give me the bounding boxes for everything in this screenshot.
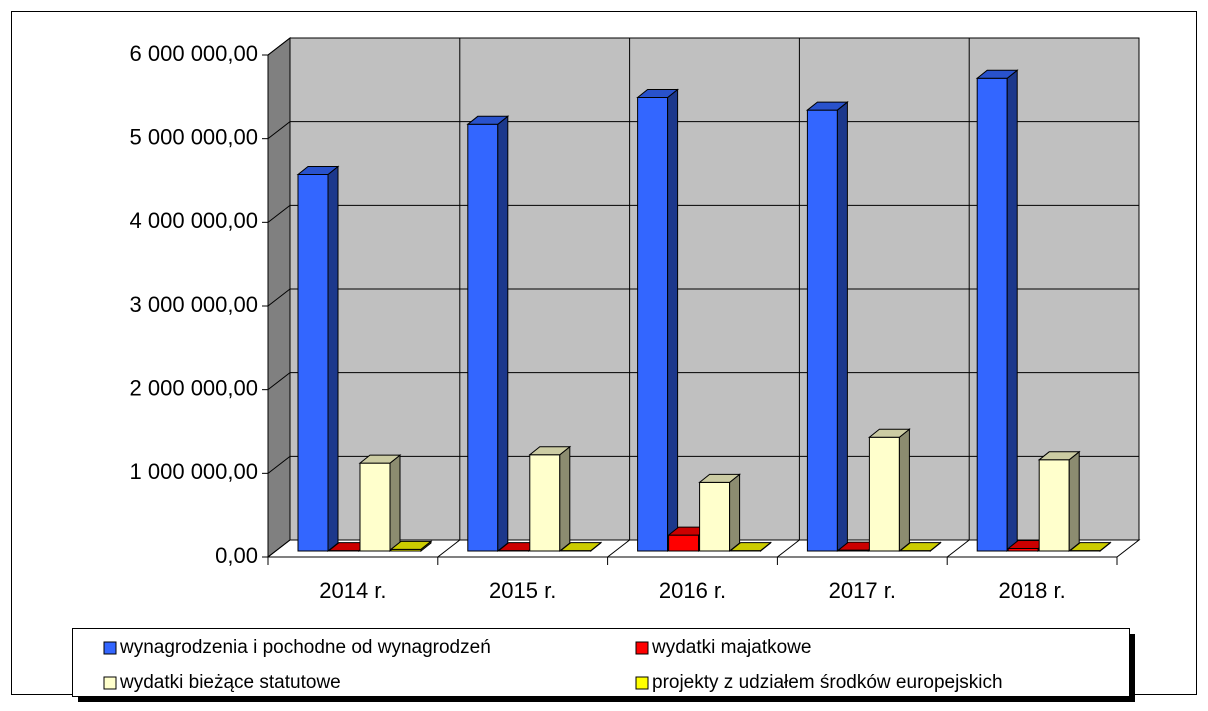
bar xyxy=(869,429,909,551)
bar-front xyxy=(669,535,699,551)
bar-side xyxy=(668,90,678,551)
bar-front xyxy=(1039,460,1069,551)
bar xyxy=(1039,452,1079,551)
legend-swatch xyxy=(636,642,648,654)
legend-label: projekty z udziałem środków europejskich xyxy=(652,672,1003,693)
bar-side xyxy=(1007,70,1017,551)
legend-swatch xyxy=(636,677,648,689)
legend-label: wydatki majatkowe xyxy=(651,637,811,658)
bar-front xyxy=(700,482,730,551)
bar-front xyxy=(638,98,668,551)
y-tick-label: 0,00 xyxy=(215,543,258,568)
bar xyxy=(360,455,400,551)
bar-front xyxy=(869,437,899,551)
y-tick-label: 3 000 000,00 xyxy=(130,292,258,317)
bar xyxy=(638,90,678,551)
bar-side xyxy=(498,116,508,551)
bar xyxy=(468,116,508,551)
bar-front xyxy=(298,175,328,552)
y-tick-label: 5 000 000,00 xyxy=(130,124,258,149)
bar xyxy=(977,70,1017,551)
x-tick-label: 2018 r. xyxy=(998,578,1065,603)
x-tick-label: 2015 r. xyxy=(489,578,556,603)
bar-front xyxy=(807,110,837,551)
y-tick-label: 6 000 000,00 xyxy=(130,41,258,66)
y-tick-label: 2 000 000,00 xyxy=(130,375,258,400)
legend-swatch xyxy=(104,677,116,689)
bar-side xyxy=(560,447,570,551)
bar-front xyxy=(977,78,1007,551)
bar-side xyxy=(328,167,338,552)
bar xyxy=(298,167,338,552)
bar-front xyxy=(468,124,498,551)
bar-side xyxy=(837,102,847,551)
bar-side xyxy=(390,455,400,551)
bar-front xyxy=(360,463,390,551)
bar-side xyxy=(1069,452,1079,551)
bar-side xyxy=(730,474,740,551)
x-tick-label: 2016 r. xyxy=(659,578,726,603)
bar-front xyxy=(530,455,560,551)
bar xyxy=(530,447,570,551)
x-tick-label: 2014 r. xyxy=(319,578,386,603)
y-tick-label: 1 000 000,00 xyxy=(130,459,258,484)
bar-side xyxy=(899,429,909,551)
x-tick-label: 2017 r. xyxy=(829,578,896,603)
bar xyxy=(700,474,740,551)
y-tick-label: 4 000 000,00 xyxy=(130,208,258,233)
legend-label: wynagrodzenia i pochodne od wynagrodzeń xyxy=(119,637,491,658)
legend-label: wydatki bieżące statutowe xyxy=(119,672,341,693)
legend-swatch xyxy=(104,642,116,654)
bar xyxy=(807,102,847,551)
